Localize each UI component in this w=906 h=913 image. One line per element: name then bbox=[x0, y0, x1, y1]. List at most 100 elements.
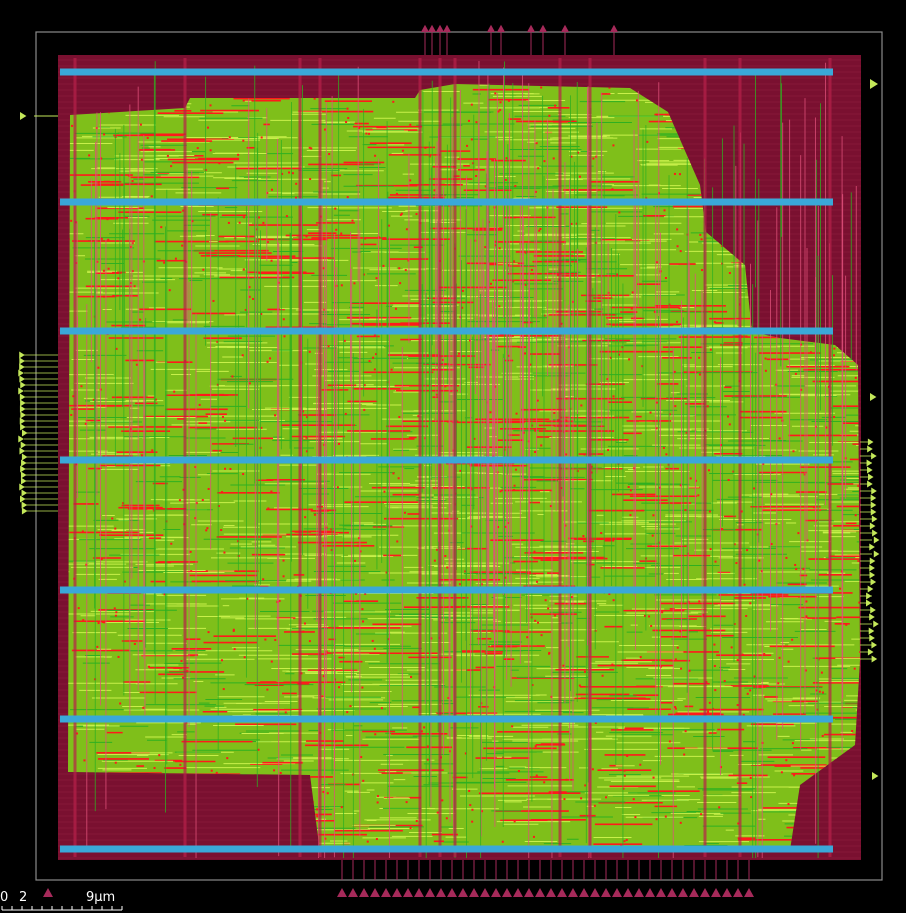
io-pin[interactable] bbox=[18, 369, 24, 377]
io-pin[interactable] bbox=[872, 772, 879, 780]
io-pin[interactable] bbox=[447, 888, 457, 897]
io-pin[interactable] bbox=[870, 494, 877, 502]
io-pin[interactable] bbox=[20, 465, 26, 473]
io-pin[interactable] bbox=[480, 888, 490, 897]
io-pin[interactable] bbox=[561, 24, 569, 32]
io-pin[interactable] bbox=[414, 888, 424, 897]
io-pin[interactable] bbox=[869, 522, 876, 530]
io-pin[interactable] bbox=[18, 387, 24, 395]
io-pin[interactable] bbox=[871, 655, 878, 663]
io-pin[interactable] bbox=[19, 375, 25, 383]
io-pin[interactable] bbox=[18, 435, 24, 443]
io-pin[interactable] bbox=[870, 508, 877, 516]
io-pin[interactable] bbox=[337, 888, 347, 897]
scale-label-zero: 0 bbox=[0, 890, 9, 905]
io-pin[interactable] bbox=[458, 888, 468, 897]
io-pin[interactable] bbox=[873, 550, 880, 558]
io-pin[interactable] bbox=[869, 543, 875, 551]
io-pin[interactable] bbox=[872, 529, 878, 537]
io-pin[interactable] bbox=[20, 399, 26, 407]
io-pin[interactable] bbox=[19, 417, 26, 425]
io-pin[interactable] bbox=[19, 351, 25, 359]
io-pin[interactable] bbox=[381, 888, 391, 897]
io-pin[interactable] bbox=[546, 888, 556, 897]
io-pin[interactable] bbox=[425, 888, 435, 897]
io-pin[interactable] bbox=[436, 24, 444, 32]
io-pin[interactable] bbox=[20, 441, 27, 449]
io-pin[interactable] bbox=[21, 459, 27, 467]
io-pin[interactable] bbox=[568, 888, 578, 897]
io-pin[interactable] bbox=[711, 888, 721, 897]
io-pin[interactable] bbox=[667, 888, 677, 897]
scale-bar bbox=[1, 906, 123, 911]
io-pin[interactable] bbox=[19, 363, 25, 371]
io-pin[interactable] bbox=[43, 888, 53, 897]
io-pin[interactable] bbox=[656, 888, 666, 897]
io-pin[interactable] bbox=[403, 888, 413, 897]
io-pin[interactable] bbox=[869, 557, 876, 565]
io-pin[interactable] bbox=[871, 452, 877, 460]
io-pin[interactable] bbox=[20, 423, 26, 431]
io-pin[interactable] bbox=[19, 483, 25, 491]
io-pin[interactable] bbox=[370, 888, 380, 897]
io-pin[interactable] bbox=[601, 888, 611, 897]
io-pin[interactable] bbox=[19, 495, 26, 503]
io-pin[interactable] bbox=[19, 447, 26, 455]
io-pin[interactable] bbox=[873, 536, 880, 544]
io-pin[interactable] bbox=[722, 888, 732, 897]
io-pin[interactable] bbox=[871, 515, 878, 523]
io-pin[interactable] bbox=[634, 888, 644, 897]
io-pin[interactable] bbox=[436, 888, 446, 897]
io-pin[interactable] bbox=[623, 888, 633, 897]
io-pin[interactable] bbox=[392, 888, 402, 897]
io-pin[interactable] bbox=[428, 24, 436, 32]
io-pin[interactable] bbox=[443, 24, 451, 32]
io-pins[interactable] bbox=[18, 24, 880, 897]
io-pin[interactable] bbox=[869, 571, 876, 579]
scale-label-two: 2 bbox=[19, 890, 28, 905]
io-pin[interactable] bbox=[502, 888, 512, 897]
io-pin[interactable] bbox=[20, 477, 27, 485]
io-pin[interactable] bbox=[19, 393, 26, 401]
io-pin[interactable] bbox=[527, 24, 535, 32]
io-pin[interactable] bbox=[539, 24, 547, 32]
io-pin[interactable] bbox=[871, 641, 878, 649]
io-pin[interactable] bbox=[535, 888, 545, 897]
io-pin[interactable] bbox=[469, 888, 479, 897]
io-pin[interactable] bbox=[348, 888, 358, 897]
io-pin[interactable] bbox=[579, 888, 589, 897]
io-pin[interactable] bbox=[20, 411, 26, 419]
io-pin[interactable] bbox=[870, 501, 877, 509]
io-pin[interactable] bbox=[513, 888, 523, 897]
io-pin[interactable] bbox=[870, 606, 876, 614]
io-pin[interactable] bbox=[610, 24, 618, 32]
io-pin[interactable] bbox=[700, 888, 710, 897]
io-pin[interactable] bbox=[645, 888, 655, 897]
io-pin[interactable] bbox=[20, 471, 27, 479]
io-pin[interactable] bbox=[870, 79, 878, 89]
io-pin[interactable] bbox=[873, 620, 879, 628]
io-pin[interactable] bbox=[524, 888, 534, 897]
io-pin[interactable] bbox=[869, 564, 875, 572]
io-pin[interactable] bbox=[497, 24, 505, 32]
io-pin[interactable] bbox=[869, 634, 875, 642]
io-pin[interactable] bbox=[870, 393, 877, 401]
io-pin[interactable] bbox=[20, 381, 26, 389]
io-pin[interactable] bbox=[491, 888, 501, 897]
io-pin[interactable] bbox=[612, 888, 622, 897]
io-pin[interactable] bbox=[870, 578, 877, 586]
io-pin[interactable] bbox=[421, 24, 429, 32]
io-pin[interactable] bbox=[590, 888, 600, 897]
io-pin[interactable] bbox=[487, 24, 495, 32]
io-pin[interactable] bbox=[19, 405, 26, 413]
io-pin[interactable] bbox=[871, 487, 877, 495]
io-pin[interactable] bbox=[19, 357, 25, 365]
io-pin[interactable] bbox=[689, 888, 699, 897]
io-pin[interactable] bbox=[359, 888, 369, 897]
io-pin[interactable] bbox=[557, 888, 567, 897]
io-pin[interactable] bbox=[733, 888, 743, 897]
io-pin[interactable] bbox=[744, 888, 754, 897]
io-pin[interactable] bbox=[678, 888, 688, 897]
io-pin[interactable] bbox=[20, 112, 27, 120]
